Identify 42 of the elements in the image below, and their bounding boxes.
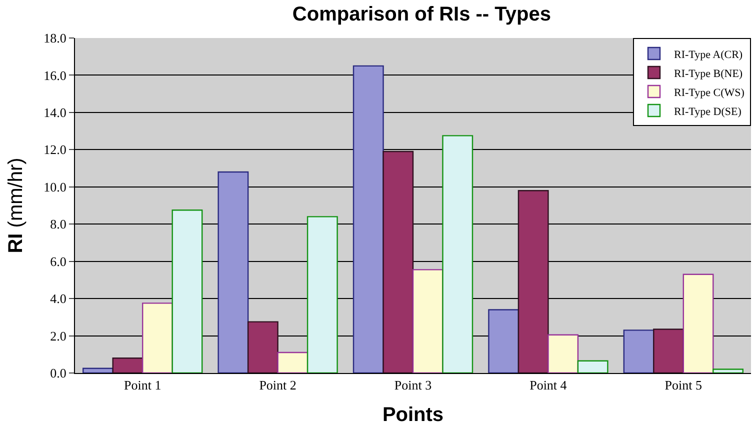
bar (82, 368, 114, 373)
y-axis-title: RI (mm/hr) (5, 158, 28, 254)
y-tick-label: 16.0 (44, 68, 66, 83)
bar (577, 360, 608, 373)
y-tick-label: 2.0 (50, 328, 66, 344)
x-tick-label: Point 4 (530, 378, 568, 393)
bar (412, 269, 444, 373)
legend-label: RI-Type D(SE) (674, 106, 742, 118)
bar (548, 334, 579, 373)
y-tick-label: 8.0 (50, 216, 66, 232)
legend-label: RI-Type C(WS) (674, 86, 745, 99)
bar (488, 309, 520, 373)
bar (518, 190, 549, 373)
bar (352, 65, 384, 373)
chart-title: Comparison of RIs -- Types (292, 4, 551, 26)
bar (142, 302, 173, 373)
bar (277, 352, 308, 373)
bar (172, 210, 203, 373)
x-axis-title: Points (382, 404, 444, 426)
bar (442, 135, 474, 373)
y-tick-label: 6.0 (50, 254, 66, 269)
y-tick-label: 18.0 (44, 30, 66, 46)
bar (247, 321, 278, 373)
bar (682, 274, 714, 373)
y-tick-label: 14.0 (44, 104, 66, 120)
bar (306, 216, 338, 373)
x-tick-label: Point 3 (394, 378, 432, 393)
bar (218, 171, 249, 373)
y-tick-label: 0.0 (50, 366, 66, 381)
bar (112, 358, 144, 373)
bar (623, 330, 654, 373)
bar (653, 328, 684, 373)
y-tick-label: 10.0 (44, 179, 66, 194)
y-tick-label: 12.0 (44, 142, 66, 158)
x-tick-label: Point 1 (124, 378, 162, 393)
bar (712, 368, 744, 373)
bar (382, 150, 414, 373)
x-tick-label: Point 5 (664, 378, 702, 393)
y-tick-label: 4.0 (50, 291, 66, 306)
legend-label: RI-Type B(NE) (674, 68, 743, 80)
x-tick-label: Point 2 (259, 378, 296, 393)
legend-label: RI-Type A(CR) (674, 48, 743, 61)
